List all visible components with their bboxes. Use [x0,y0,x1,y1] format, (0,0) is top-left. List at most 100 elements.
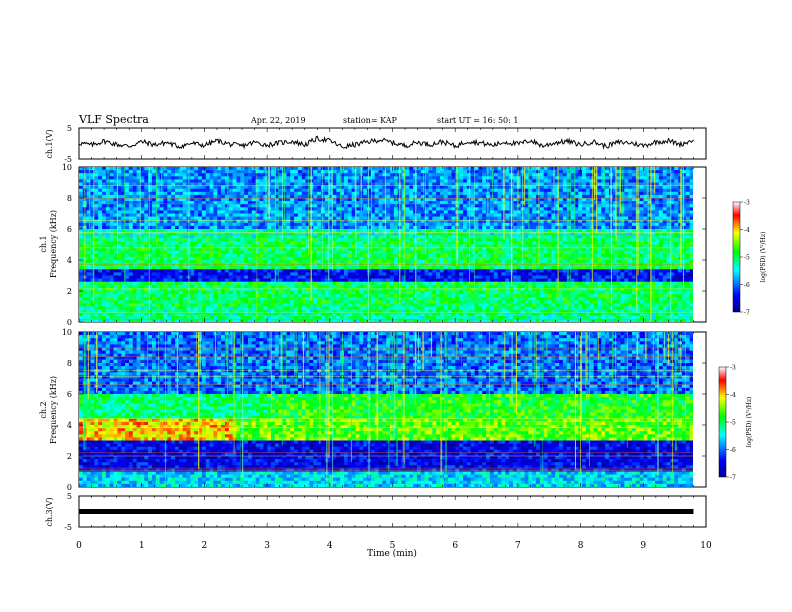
spectrogram-cell [440,253,445,258]
spectrogram-cell [90,241,95,245]
spectrogram-cell [221,232,226,236]
spectrogram-cell [628,213,633,217]
spectrogram-cell [232,241,237,245]
spectrogram-cell [566,170,571,174]
spectrogram-cell [440,167,445,171]
spectrogram-cell [205,204,210,208]
spectrogram-cell [632,194,637,199]
spectrogram-cell [370,253,376,258]
spectrogram-cell [547,191,552,196]
spectrogram-cell [451,222,456,227]
spectrogram-cell [674,210,679,214]
spectrogram-cell [132,176,137,180]
spectrogram-cell [574,182,579,186]
spectrogram-cell [163,247,168,251]
spectrogram-cell [259,213,264,217]
spectrogram-cell [382,198,387,202]
spectrogram-cell [305,238,310,242]
spectrogram-cell [605,244,610,248]
spectrogram-cell [543,191,548,196]
spectrogram-cell [655,191,660,196]
spectrogram-cell [516,256,521,261]
spectrogram-cell [328,201,333,205]
spectrogram-cell [278,216,283,220]
spectrogram-cell [436,194,441,199]
spectrogram-cell [524,188,529,193]
spectrogram-cell [639,179,644,183]
spectrogram-cell [497,216,502,220]
spectrogram-cell [255,210,260,214]
spectrogram-cell [570,170,575,174]
spectrogram-cell [643,225,648,230]
spectrogram-cell [689,167,693,171]
spectrogram-cell [409,204,414,208]
spectrogram-cell [236,222,241,227]
spectrogram-cell [566,198,571,202]
spectrogram-cell [217,216,222,220]
spectrogram-cell [497,179,502,183]
spectrogram-cell [263,225,268,230]
spectrogram-cell [516,213,521,217]
spectrogram-cell [175,216,180,220]
spectrogram-cell [290,170,295,174]
spectrogram-cell [570,185,575,189]
spectrogram-cell [255,222,260,227]
spectrogram-cell [420,247,425,251]
spectrogram-cell [263,222,268,227]
spectrogram-cell [182,170,187,174]
spectrogram-cell [443,191,448,196]
spectrogram-cell [370,250,376,255]
spectrogram-cell [113,194,118,199]
spectrogram-cell [386,225,391,230]
spectrogram-cell [428,201,433,205]
spectrogram-cell [543,201,548,205]
spectrogram-cell [470,232,475,236]
spectrogram-cell [190,207,195,211]
spectrogram-cell [136,173,141,177]
spectrogram-cell [597,194,602,199]
spectrogram-cell [355,247,360,251]
spectrogram-cell [543,247,548,251]
spectrogram-cell [528,253,533,258]
spectrogram-cell [539,229,544,233]
spectrogram-cell [213,222,218,227]
spectrogram-cell [355,179,360,183]
spectrogram-cell [624,185,629,189]
spectrogram-cell [493,191,498,196]
spectrogram-cell [367,235,372,239]
spectrogram-cell [332,188,337,193]
spectrogram-cell [386,185,391,189]
spectrogram-cell [209,216,214,220]
spectrogram-cell [102,256,107,261]
spectrogram-cell [655,185,660,189]
spectrogram-cell [612,250,617,255]
spectrogram-cell [532,247,537,251]
spectrogram-cell [651,216,656,220]
spectrogram-cell [424,191,429,196]
spectrogram-cell [555,250,560,255]
spectrogram-cell [543,222,548,227]
spectrogram-cell [320,244,326,248]
spectrogram-cell [79,170,84,174]
spectrogram-cell [651,250,656,255]
spectrogram-cell [566,191,571,196]
spectrogram-cell [674,188,679,193]
spectrogram-cell [463,167,468,171]
spectrogram-cell [79,260,84,264]
spectrogram-cell [271,260,276,264]
spectrogram-cell [382,241,387,245]
spectrogram-cell [482,188,487,193]
spectrogram-cell [347,194,352,199]
spectrogram-cell [405,225,410,230]
spectrogram-cell [681,238,687,242]
spectrogram-cell [459,250,464,255]
spectrogram-cell [232,173,237,177]
spectrogram-cell [198,182,203,186]
spectrogram-cell [286,182,291,186]
spectrogram-cell [132,213,137,217]
spectrogram-cell [655,194,660,199]
spectrogram-cell [440,216,445,220]
spectrogram-cell [443,176,448,180]
spectrogram-cell [440,210,445,214]
spectrogram-cell [263,198,268,202]
